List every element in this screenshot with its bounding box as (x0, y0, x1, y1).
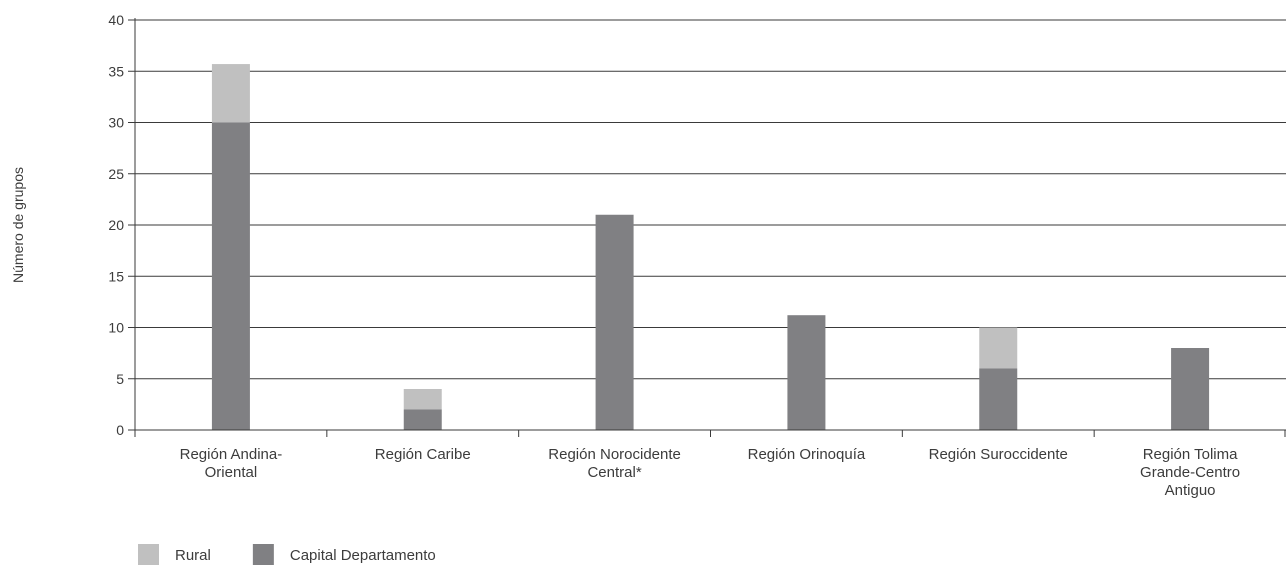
x-category-label: Región Norocidente Central* (548, 446, 681, 481)
bar-rural (979, 327, 1018, 369)
bar-rural (211, 64, 250, 123)
legend-swatch-capital-departamento (252, 544, 274, 565)
y-tick-label: 5 (116, 371, 124, 387)
bar-capital-departamento (595, 214, 634, 430)
bar-capital-departamento (787, 315, 826, 430)
axes (134, 18, 1286, 437)
bar-rural (403, 389, 442, 410)
bar-capital-departamento (403, 409, 442, 430)
x-category-label: Región Suroccidente (929, 446, 1068, 463)
y-tick-labels: 0 5 10 15 20 25 30 35 40 (108, 12, 135, 438)
x-category-label: Región Tolima Grande-Centro Antiguo (1140, 446, 1240, 499)
legend-swatch-rural (138, 544, 159, 565)
gridlines (135, 19, 1286, 380)
bars (211, 64, 1210, 430)
y-tick-label: 25 (108, 166, 124, 182)
x-category-label: Región Caribe (375, 446, 471, 463)
bar-capital-departamento (1171, 348, 1210, 430)
x-category-label: Región Orinoquía (748, 446, 866, 463)
bar-capital-departamento (211, 122, 250, 430)
legend-label: Capital Departamento (290, 547, 436, 564)
y-tick-label: 35 (108, 63, 124, 79)
legend: Rural Capital Departamento (138, 544, 436, 565)
y-tick-label: 20 (108, 217, 124, 233)
y-axis-label: Número de grupos (10, 167, 26, 283)
y-tick-label: 0 (116, 422, 124, 438)
y-tick-label: 30 (108, 115, 124, 131)
x-category-labels: Región Andina-Oriental Región Caribe Regió… (180, 446, 1240, 499)
x-category-label: Región Andina-Oriental (180, 446, 283, 481)
bar-capital-departamento (979, 368, 1018, 430)
y-tick-label: 40 (108, 12, 124, 28)
y-tick-label: 10 (108, 320, 124, 336)
y-tick-label: 15 (108, 268, 124, 284)
legend-label: Rural (175, 547, 211, 564)
